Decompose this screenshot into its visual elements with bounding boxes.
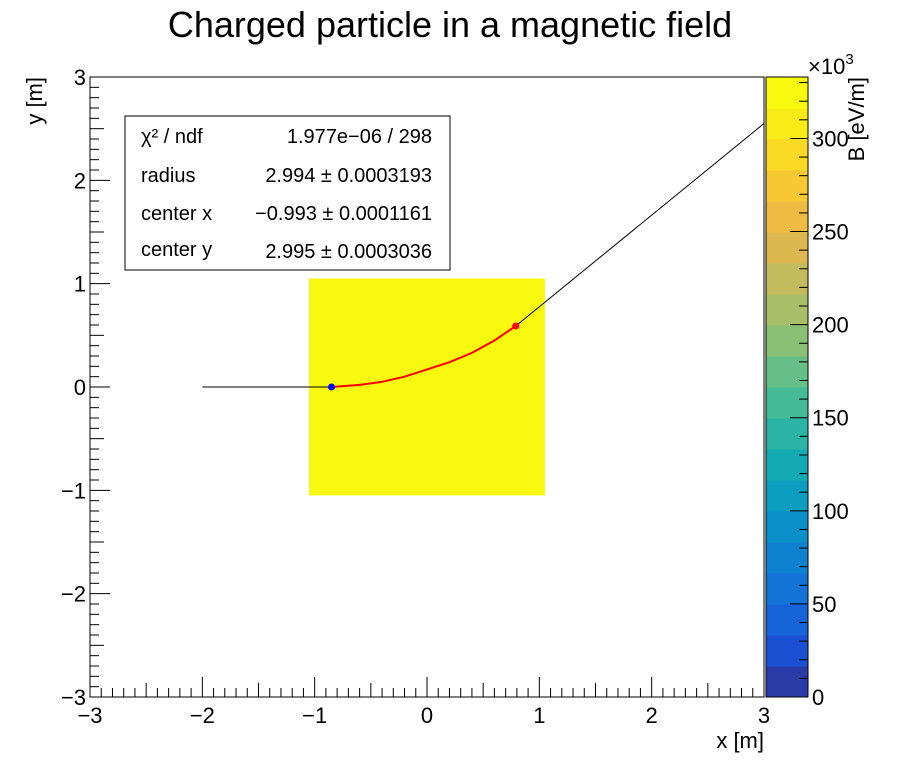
y-tick-label: −1: [61, 478, 86, 503]
colorbar-tick-label: 100: [812, 499, 849, 524]
y-tick-label: 3: [74, 65, 86, 90]
colorbar-swatch: [766, 170, 808, 202]
x-axis-label: x [m]: [716, 728, 764, 753]
trajectory-layer: [202, 123, 765, 391]
colorbar-swatch: [766, 666, 808, 698]
x-tick-label: 0: [421, 703, 433, 728]
colorbar-exponent: ×103: [808, 51, 854, 79]
colorbar-swatch: [766, 387, 808, 419]
colorbar-frame: [765, 76, 809, 698]
colorbar-swatch: [766, 573, 808, 605]
colorbar-swatch: [766, 325, 808, 357]
colorbar-swatch: [766, 201, 808, 233]
stat-name-chi2: χ² / ndf: [141, 126, 203, 148]
y-tick-label: 1: [74, 272, 86, 297]
colorbar-tick-label: 200: [812, 313, 849, 338]
entry-point-marker: [328, 383, 336, 391]
y-tick-label: −3: [61, 685, 86, 710]
colorbar-swatch: [766, 232, 808, 264]
y-tick-label: 2: [74, 168, 86, 193]
colorbar-swatch: [766, 294, 808, 326]
y-tick-label: −2: [61, 582, 86, 607]
y-axis: −3 −2 −1 0 1 2 3: [61, 65, 110, 710]
colorbar-swatch: [766, 418, 808, 450]
colorbar-swatch: [766, 635, 808, 667]
colorbar-swatch: [766, 480, 808, 512]
fit-arc: [331, 325, 517, 388]
y-axis-label: y [m]: [22, 77, 47, 125]
colorbar-swatch: [766, 108, 808, 140]
field-region-cell: [309, 278, 545, 496]
colorbar-label: B [eV/m]: [844, 77, 869, 161]
colorbar-exponent-power: 3: [845, 51, 853, 68]
colorbar: 0 50 100 150 200 250 300: [765, 76, 849, 710]
colorbar-tick-label: 300: [812, 126, 849, 151]
exit-point-marker: [512, 322, 520, 330]
stats-box: χ² / ndf 1.977e−06 / 298 radius 2.994 ± …: [124, 115, 451, 271]
stat-name-center-y: center y: [141, 239, 212, 261]
x-tick-label: −2: [190, 703, 215, 728]
chart-title: Charged particle in a magnetic field: [168, 4, 732, 45]
colorbar-tick-label: 50: [812, 592, 836, 617]
stat-value-radius: 2.994 ± 0.0003193: [265, 165, 432, 187]
field-layer: [309, 278, 545, 496]
colorbar-swatch: [766, 77, 808, 109]
x-tick-label: 2: [646, 703, 658, 728]
outgoing-trajectory: [515, 123, 765, 327]
x-tick-label: 1: [533, 703, 545, 728]
colorbar-tick-label: 0: [812, 685, 824, 710]
colorbar-swatch: [766, 511, 808, 543]
stat-value-chi2: 1.977e−06 / 298: [287, 126, 432, 148]
stats-box-frame: [124, 115, 451, 271]
stat-value-center-x: −0.993 ± 0.0001161: [255, 203, 432, 225]
colorbar-swatch: [766, 139, 808, 171]
y-tick-label: 0: [74, 375, 86, 400]
colorbar-swatch: [766, 263, 808, 295]
x-tick-label: 3: [758, 703, 770, 728]
stat-name-radius: radius: [141, 165, 195, 187]
x-axis: −3 −2 −1 0 1 2 3: [77, 677, 770, 728]
colorbar-tick-label: 150: [812, 406, 849, 431]
stat-name-center-x: center x: [141, 203, 212, 225]
colorbar-swatch: [766, 449, 808, 481]
x-tick-label: −3: [77, 703, 102, 728]
colorbar-swatch: [766, 356, 808, 388]
colorbar-swatch: [766, 542, 808, 574]
colorbar-tick-label: 250: [812, 220, 849, 245]
colorbar-exponent-base: ×10: [808, 54, 845, 79]
x-tick-label: −1: [302, 703, 327, 728]
stat-value-center-y: 2.995 ± 0.0003036: [265, 241, 432, 263]
colorbar-swatch: [766, 604, 808, 636]
